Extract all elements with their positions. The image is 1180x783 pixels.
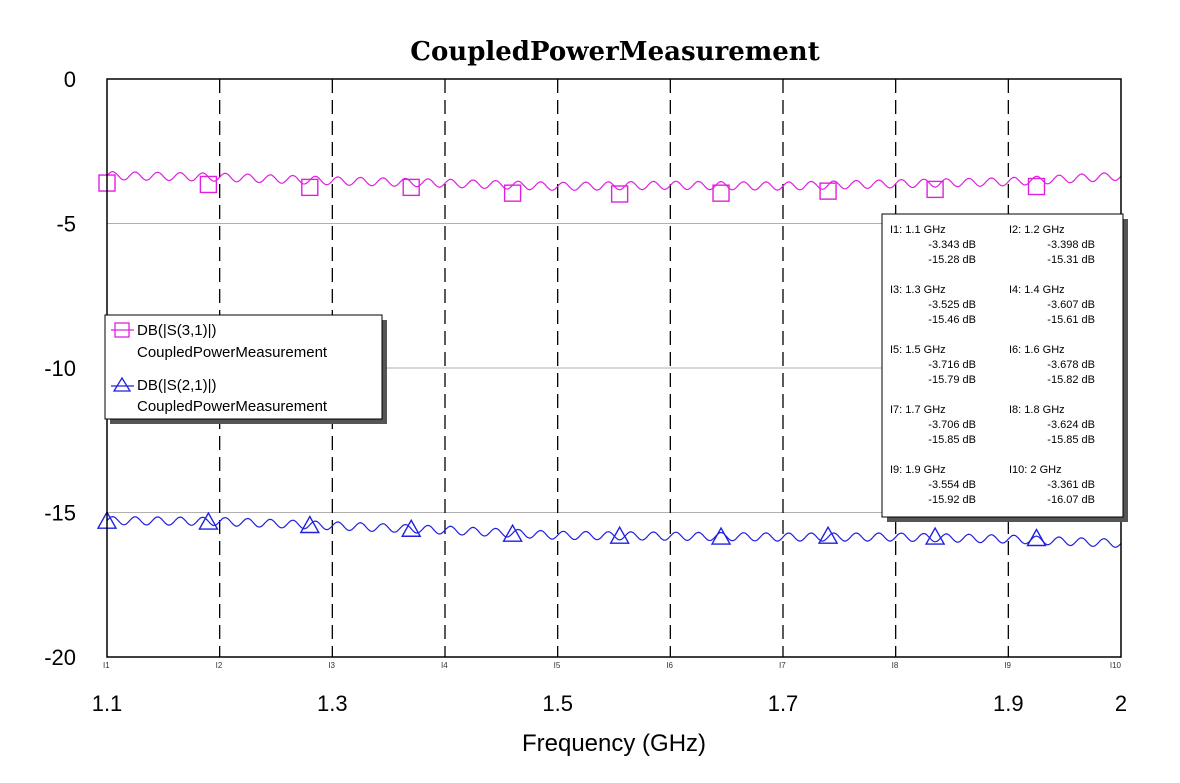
marker-label: I5 [554,661,561,670]
square-marker [503,184,522,202]
marker-readout-s21: -15.31 dB [1047,254,1095,266]
x-tick-label: 1.7 [768,691,799,716]
marker-table-box [881,213,1124,518]
marker-readout-s31: -3.706 dB [928,419,976,431]
marker-label: I10 [1110,661,1122,670]
marker-label: I7 [779,661,786,670]
marker-table-rows: I1: 1.1 GHz -3.343 dB -15.28 dB I2: 1.2 GHz… [890,224,1095,506]
marker-label: I4 [441,661,448,670]
marker-readout-header: I1: 1.1 GHz [890,224,946,236]
triangle-marker [198,511,219,530]
y-tick-label: -5 [56,212,76,237]
triangle-marker [1026,528,1047,547]
square-marker [301,178,319,197]
marker-readout-header: I4: 1.4 GHz [1009,284,1065,296]
legend-s31-subname: CoupledPowerMeasurement [137,344,328,361]
series-trace-0 [106,170,1122,191]
marker-readout-s21: -15.92 dB [928,494,976,506]
legend-s31-name: DB(|S(3,1)|) [137,322,216,339]
x-tick-label: 1.3 [317,691,348,716]
triangle-marker [299,515,320,534]
marker-readout-s21: -16.07 dB [1047,494,1095,506]
square-marker [819,182,837,200]
y-tick-label: -20 [44,645,76,670]
marker-readout-s31: -3.716 dB [928,359,976,371]
x-tick-label: 2 [1115,691,1127,716]
square-marker [199,175,218,194]
marker-readout-header: I3: 1.3 GHz [890,284,946,296]
triangle-marker [710,526,732,545]
x-tick-label: 1.5 [542,691,573,716]
marker-table[interactable]: I1: 1.1 GHz -3.343 dB -15.28 dB I2: 1.2 GHz… [881,213,1128,522]
marker-readout-s31: -3.361 dB [1047,479,1095,491]
series-layer [96,170,1122,548]
marker-readout-header: I6: 1.6 GHz [1009,344,1065,356]
marker-readout-s21: -15.79 dB [928,374,976,386]
marker-label: I6 [666,661,673,670]
square-marker [610,185,629,203]
legend-s21-triangle-marker [112,376,132,392]
y-tick-label: -10 [44,356,76,381]
tick-labels: 0 -5 -10 -15 -20 1.1 1.3 1.5 1.7 1.9 2 I1 I2 I3 I4 I5 I6… [44,67,1127,716]
chart-title: CoupledPowerMeasurement [410,37,819,67]
triangle-marker [609,525,630,544]
marker-readout-s21: -15.85 dB [928,434,976,446]
marker-readout-header: I2: 1.2 GHz [1009,224,1065,236]
marker-readout-s31: -3.398 dB [1047,239,1095,251]
marker-readout-s31: -3.624 dB [1047,419,1095,431]
square-marker [712,184,730,202]
triangle-marker [817,525,839,544]
legend-s21-name: DB(|S(2,1)|) [137,377,216,394]
marker-readout-header: I9: 1.9 GHz [890,464,946,476]
square-marker [402,178,420,197]
marker-readout-header: I5: 1.5 GHz [890,344,946,356]
marker-readout-s21: -15.85 dB [1047,434,1095,446]
marker-readout-s21: -15.82 dB [1047,374,1095,386]
marker-label: I2 [216,661,223,670]
series-0 [98,170,1122,203]
legend-box [104,314,383,420]
legend-entry-s31[interactable]: DB(|S(3,1)|) CoupledPowerMeasurement [111,322,328,361]
marker-readout-s21: -15.61 dB [1047,314,1095,326]
marker-label: I1 [103,661,110,670]
legend-s21-subname: CoupledPowerMeasurement [137,398,328,415]
legend[interactable]: DB(|S(3,1)|) CoupledPowerMeasurement DB(… [104,314,387,424]
marker-label: I3 [328,661,335,670]
marker-readout-s21: -15.46 dB [928,314,976,326]
triangle-marker [401,518,422,537]
y-tick-label: 0 [64,67,76,92]
marker-readout-s31: -3.607 dB [1047,299,1095,311]
marker-readout-s31: -3.525 dB [928,299,976,311]
marker-label: I9 [1004,661,1011,670]
series-1 [96,510,1122,548]
y-tick-label: -15 [44,501,76,526]
triangle-marker [924,526,946,545]
square-marker [1027,177,1046,196]
marker-readout-header: I7: 1.7 GHz [890,404,946,416]
square-marker [926,180,944,199]
marker-readout-s31: -3.343 dB [928,239,976,251]
x-tick-label: 1.1 [92,691,123,716]
marker-readout-s31: -3.554 dB [928,479,976,491]
triangle-marker [502,523,523,542]
x-tick-label: 1.9 [993,691,1024,716]
marker-readout-header: I8: 1.8 GHz [1009,404,1065,416]
legend-entry-s21[interactable]: DB(|S(2,1)|) CoupledPowerMeasurement [111,376,328,415]
x-axis-label: Frequency (GHz) [522,730,706,757]
marker-readout-header: I10: 2 GHz [1009,464,1062,476]
marker-readout-s31: -3.678 dB [1047,359,1095,371]
legend-s31-square-marker [114,322,130,338]
marker-readout-s21: -15.28 dB [928,254,976,266]
marker-label: I8 [892,661,899,670]
